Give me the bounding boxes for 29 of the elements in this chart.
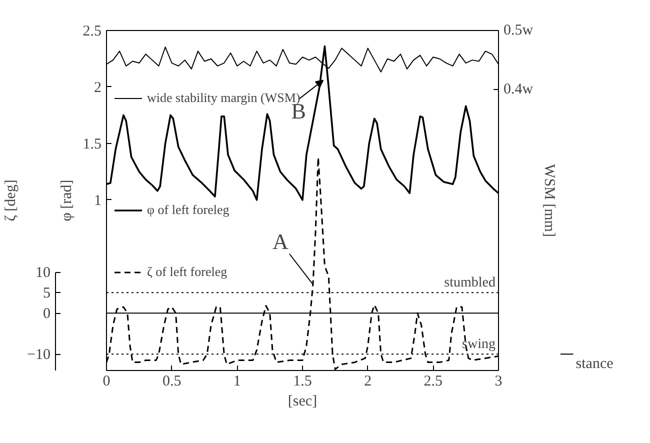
x-tick-label: 0: [102, 374, 110, 390]
y-tick-label: 1.5: [82, 136, 102, 152]
y3-axis-title: ζ [deg]: [3, 180, 20, 222]
x-tick-label: 1: [233, 374, 241, 390]
x-tick-label: 3: [494, 374, 502, 390]
y3-tick-label: −10: [27, 347, 51, 364]
y-tick-label: 2: [94, 80, 102, 96]
x-tick-label: 2.5: [424, 374, 443, 390]
x-tick-label: 2: [364, 374, 372, 390]
line-series: [106, 45, 498, 201]
legend-label: ζ of left foreleg: [147, 264, 228, 280]
y-axis-title: φ [rad]: [58, 180, 75, 222]
x-tick-label: 1.5: [293, 374, 312, 390]
text: stance: [576, 356, 614, 372]
y3-tick-label: 5: [43, 286, 50, 302]
annotation: A: [272, 228, 289, 254]
y3-tick-label: 0: [43, 306, 50, 322]
y3-tick-label: 10: [36, 265, 50, 282]
ref-line-label: swing: [462, 337, 496, 352]
y2-axis-title: WSM [mm]: [541, 164, 558, 237]
x-tick-label: 0.5: [162, 374, 182, 390]
y2-tick-label: 0.4w: [504, 82, 534, 98]
legend-label: φ of left foreleg: [147, 202, 230, 218]
legend-label: wide stability margin (WSM): [147, 90, 300, 105]
y-tick-label: 2.5: [82, 24, 102, 40]
y2-tick-label: 0.5w: [504, 22, 534, 38]
x-axis-title: [sec]: [288, 394, 318, 410]
y-tick-label: 1: [94, 192, 102, 209]
ref-line-label: stumbled: [444, 276, 496, 291]
